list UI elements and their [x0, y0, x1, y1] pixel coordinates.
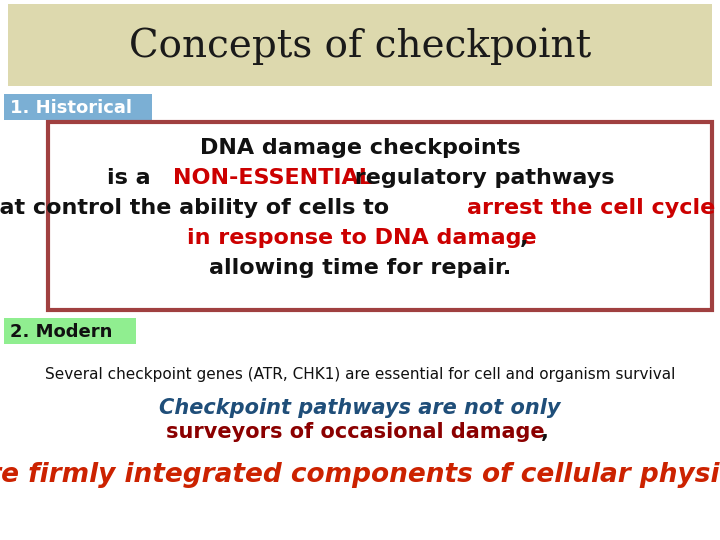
Text: Checkpoint pathways are not only: Checkpoint pathways are not only: [159, 398, 561, 418]
Text: arrest the cell cycle: arrest the cell cycle: [467, 198, 715, 218]
Text: DNA damage checkpoints: DNA damage checkpoints: [199, 138, 521, 158]
Text: regulatory pathways: regulatory pathways: [346, 168, 614, 188]
Text: that control the ability of cells to: that control the ability of cells to: [0, 198, 397, 218]
Text: ,: ,: [541, 422, 549, 442]
Text: ,: ,: [520, 228, 528, 248]
Text: 2. Modern: 2. Modern: [10, 323, 112, 341]
Text: is a: is a: [107, 168, 158, 188]
Text: but are firmly integrated components of cellular physiology.: but are firmly integrated components of …: [0, 462, 720, 488]
Text: 1. Historical: 1. Historical: [10, 99, 132, 117]
Text: in response to DNA damage: in response to DNA damage: [186, 228, 536, 248]
Text: NON-ESSENTIAL: NON-ESSENTIAL: [174, 168, 373, 188]
Text: Concepts of checkpoint: Concepts of checkpoint: [129, 27, 591, 65]
Text: Several checkpoint genes (ATR, CHK1) are essential for cell and organism surviva: Several checkpoint genes (ATR, CHK1) are…: [45, 367, 675, 381]
Text: allowing time for repair.: allowing time for repair.: [209, 258, 511, 278]
Text: surveyors of occasional damage: surveyors of occasional damage: [166, 422, 545, 442]
